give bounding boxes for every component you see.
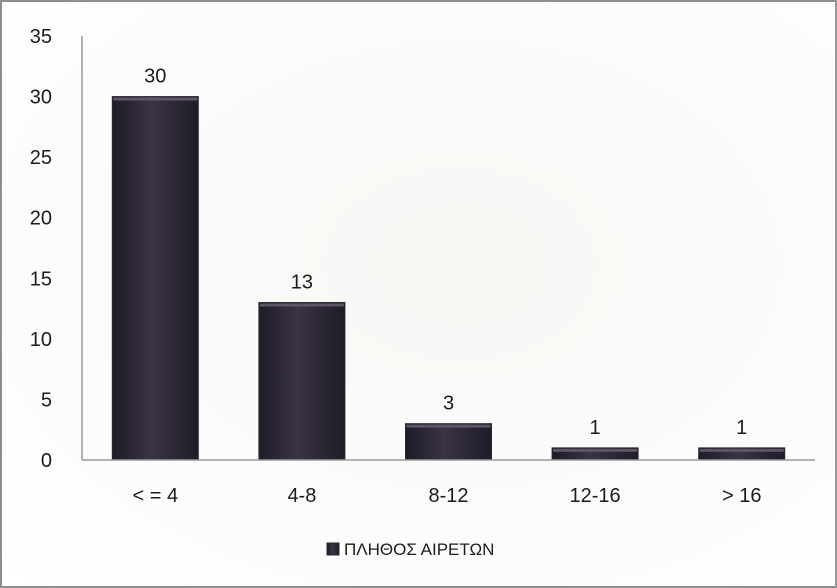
y-tick-label: 5 xyxy=(41,389,52,411)
legend: ΠΛΗΘΟΣ ΑΙΡΕΤΩΝ xyxy=(326,540,494,559)
y-tick-label: 30 xyxy=(30,87,52,109)
x-tick-label: > 16 xyxy=(722,485,761,507)
data-label: 3 xyxy=(443,393,454,415)
legend-swatch xyxy=(326,542,340,556)
data-label: 1 xyxy=(736,417,747,439)
x-tick-label: < = 4 xyxy=(132,485,178,507)
y-tick-label: 15 xyxy=(30,268,52,290)
y-tick-label: 25 xyxy=(30,147,52,169)
bar-top-highlight xyxy=(259,303,344,307)
bars-group xyxy=(111,96,786,461)
bar xyxy=(258,302,346,461)
y-tick-label: 0 xyxy=(41,450,52,472)
x-tick-label: 12-16 xyxy=(570,485,621,507)
data-label: 13 xyxy=(291,272,313,294)
data-labels: 30 13 3 1 1 xyxy=(144,66,747,439)
x-axis-ticks: < = 4 4-8 8-12 12-16 > 16 xyxy=(132,485,761,507)
bar-top-highlight xyxy=(553,448,638,452)
bar-top-highlight xyxy=(699,448,784,452)
y-axis-ticks: 0 5 10 15 20 25 30 35 xyxy=(30,26,52,472)
y-tick-label: 20 xyxy=(30,208,52,230)
data-label: 30 xyxy=(144,66,166,88)
data-label: 1 xyxy=(590,417,601,439)
bar-top-highlight xyxy=(113,97,198,101)
bar xyxy=(405,423,492,461)
legend-label: ΠΛΗΘΟΣ ΑΙΡΕΤΩΝ xyxy=(344,540,494,559)
y-tick-label: 10 xyxy=(30,329,52,351)
x-tick-label: 4-8 xyxy=(287,485,316,507)
y-tick-label: 35 xyxy=(30,26,52,48)
bar-top-highlight xyxy=(406,424,491,428)
x-tick-label: 8-12 xyxy=(428,485,468,507)
bar xyxy=(111,96,199,461)
